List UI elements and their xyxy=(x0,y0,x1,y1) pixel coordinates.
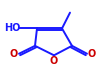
Text: O: O xyxy=(88,49,96,59)
Text: HO: HO xyxy=(4,23,20,33)
Text: O: O xyxy=(50,56,58,66)
Text: O: O xyxy=(10,49,18,59)
